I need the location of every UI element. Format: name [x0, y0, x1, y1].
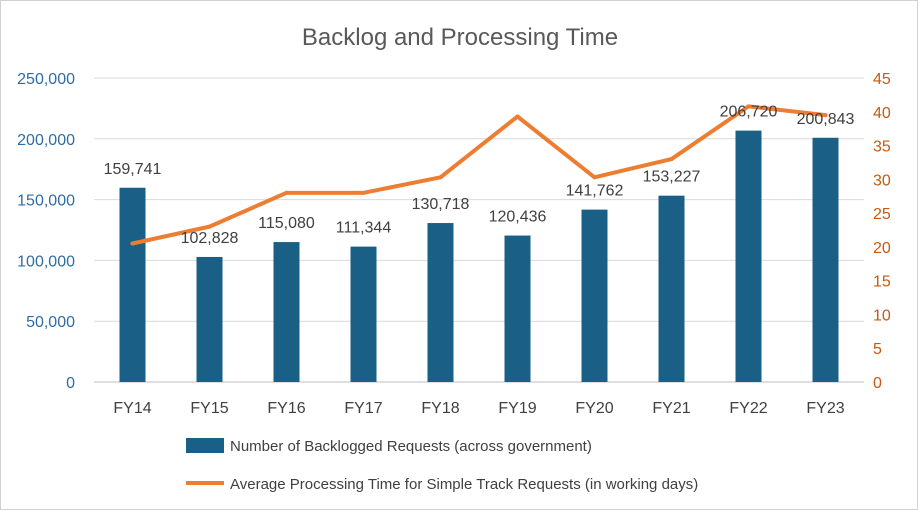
legend-bar-swatch: [186, 438, 224, 453]
x-axis: FY14 FY15 FY16 FY17 FY18 FY19 FY20 FY21 FY22 FY23: [113, 400, 844, 417]
line-point: [130, 241, 135, 246]
bar: [427, 223, 454, 382]
left-tick-label: 0: [66, 375, 75, 392]
left-axis: 0 50,000 100,000 150,000 200,000 250,000: [17, 71, 75, 392]
right-tick-label: 20: [873, 240, 891, 257]
left-tick-label: 50,000: [26, 314, 75, 331]
bar-data-label: 130,718: [412, 196, 470, 213]
x-tick-label: FY20: [575, 400, 613, 417]
line-point: [515, 114, 520, 119]
right-tick-label: 25: [873, 206, 891, 223]
x-tick-label: FY19: [498, 400, 536, 417]
right-tick-label: 40: [873, 105, 891, 122]
right-tick-label: 45: [873, 71, 891, 88]
bar: [581, 209, 608, 382]
data-labels: 159,741 102,828 115,080 111,344 130,718 120,4…: [104, 104, 855, 247]
bar: [273, 242, 300, 382]
legend-line-label: Average Processing Time for Simple Track…: [230, 476, 698, 493]
right-tick-label: 35: [873, 139, 891, 156]
bar: [658, 195, 685, 382]
x-tick-label: FY18: [421, 400, 459, 417]
line-point: [592, 175, 597, 180]
x-tick-label: FY22: [729, 400, 767, 417]
x-tick-label: FY21: [652, 400, 690, 417]
right-tick-label: 5: [873, 341, 882, 358]
bar: [119, 187, 146, 382]
left-tick-label: 150,000: [17, 193, 75, 210]
left-tick-label: 100,000: [17, 253, 75, 270]
bar-data-label: 115,080: [258, 215, 315, 232]
line-point: [284, 190, 289, 195]
bar: [196, 256, 223, 382]
x-tick-label: FY23: [806, 400, 844, 417]
bar-data-label: 120,436: [489, 209, 547, 226]
line-point: [823, 113, 828, 118]
bar-data-label: 153,227: [643, 169, 701, 186]
x-tick-label: FY15: [190, 400, 228, 417]
bar-data-label: 141,762: [566, 183, 624, 200]
left-tick-label: 200,000: [17, 132, 75, 149]
legend: Number of Backlogged Requests (across go…: [186, 438, 698, 493]
right-tick-label: 15: [873, 274, 891, 291]
series-line: [130, 104, 828, 246]
bar: [504, 235, 531, 382]
line-point: [746, 104, 751, 109]
right-axis: 0 5 10 15 20 25 30 35 40 45: [873, 71, 891, 392]
bar: [812, 137, 839, 382]
line-point: [361, 190, 366, 195]
bar: [735, 130, 762, 382]
bar-data-label: 111,344: [336, 220, 392, 237]
line-point: [438, 175, 443, 180]
bar-data-label: 159,741: [104, 161, 162, 178]
bar-data-label: 206,720: [720, 104, 778, 121]
bar-data-label: 102,828: [181, 230, 239, 247]
right-tick-label: 30: [873, 172, 891, 189]
x-tick-label: FY16: [267, 400, 305, 417]
line-point: [207, 224, 212, 229]
line-point: [669, 157, 674, 162]
x-tick-label: FY14: [113, 400, 151, 417]
left-tick-label: 250,000: [17, 71, 75, 88]
right-tick-label: 10: [873, 307, 891, 324]
chart-title: Backlog and Processing Time: [302, 24, 618, 51]
bar-series: [119, 130, 839, 382]
bar: [350, 246, 377, 382]
bar-data-label: 200,843: [797, 111, 855, 128]
right-tick-label: 0: [873, 375, 882, 392]
x-tick-label: FY17: [344, 400, 382, 417]
legend-bar-label: Number of Backlogged Requests (across go…: [230, 438, 592, 455]
line-series: [130, 104, 828, 246]
